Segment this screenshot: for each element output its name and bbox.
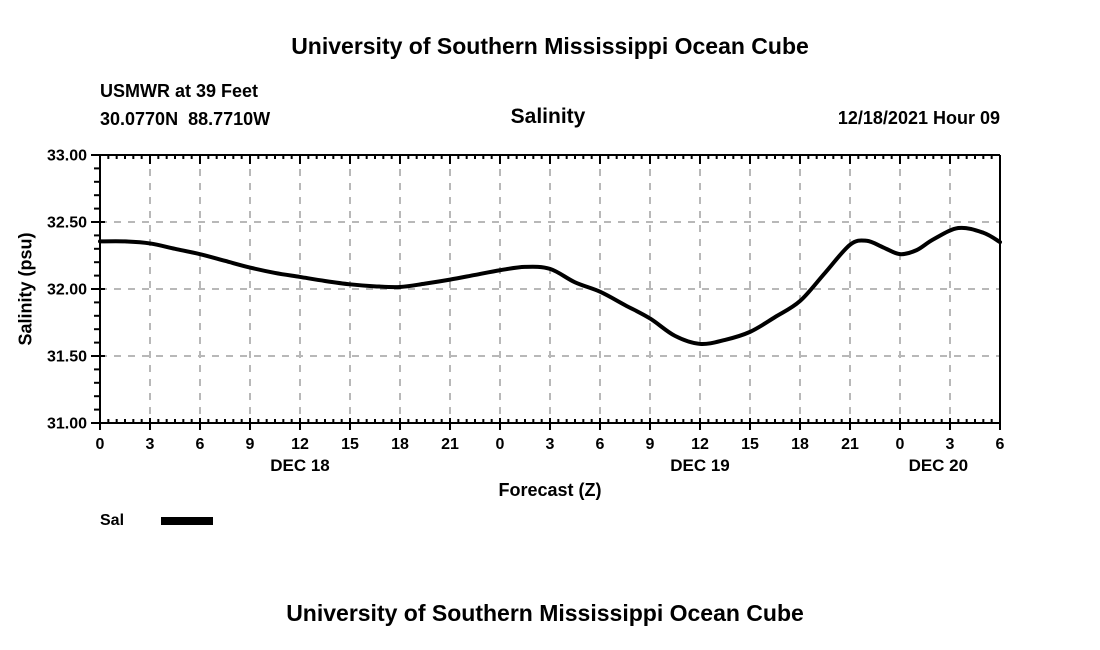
x-tick-label: 21 — [841, 436, 859, 453]
x-tick-label: 3 — [946, 436, 955, 453]
x-tick-label: 9 — [246, 436, 255, 453]
x-tick-label: 0 — [496, 436, 505, 453]
legend-line-swatch — [161, 517, 213, 525]
x-tick-label: 0 — [896, 436, 905, 453]
salinity-curve — [98, 225, 1002, 347]
y-axis-title: Salinity (psu) — [15, 232, 36, 346]
y-tick-label: 31.50 — [47, 349, 87, 366]
x-tick-label: 15 — [341, 436, 359, 453]
x-tick-label: 15 — [741, 436, 759, 453]
y-tick-label: 31.00 — [47, 416, 87, 433]
date-label: DEC 19 — [670, 456, 730, 475]
chart-title: Salinity — [510, 105, 586, 128]
page-title: University of Southern Mississippi Ocean… — [291, 33, 809, 59]
x-tick-label: 6 — [196, 436, 205, 453]
y-tick-label: 33.00 — [47, 148, 87, 165]
x-tick-label: 12 — [291, 436, 309, 453]
coordinates-label: 30.0770N 88.7710W — [100, 109, 271, 129]
y-tick-label: 32.50 — [47, 215, 87, 232]
x-tick-label: 18 — [791, 436, 809, 453]
x-tick-label: 6 — [596, 436, 605, 453]
station-label: USMWR at 39 Feet — [100, 81, 259, 101]
x-tick-label: 6 — [996, 436, 1005, 453]
date-label: DEC 18 — [270, 456, 330, 475]
y-tick-label: 32.00 — [47, 282, 87, 299]
date-label: DEC 20 — [909, 456, 969, 475]
x-tick-label: 21 — [441, 436, 459, 453]
legend-label-sal: Sal — [100, 512, 125, 529]
x-tick-label: 3 — [146, 436, 155, 453]
footer-title: University of Southern Mississippi Ocean… — [286, 600, 804, 626]
x-tick-label: 3 — [546, 436, 555, 453]
x-tick-label: 18 — [391, 436, 409, 453]
forecast-datetime-label: 12/18/2021 Hour 09 — [837, 108, 1000, 128]
x-tick-label: 12 — [691, 436, 709, 453]
x-axis-title: Forecast (Z) — [498, 480, 602, 500]
x-tick-label: 9 — [646, 436, 655, 453]
x-tick-label: 0 — [96, 436, 105, 453]
